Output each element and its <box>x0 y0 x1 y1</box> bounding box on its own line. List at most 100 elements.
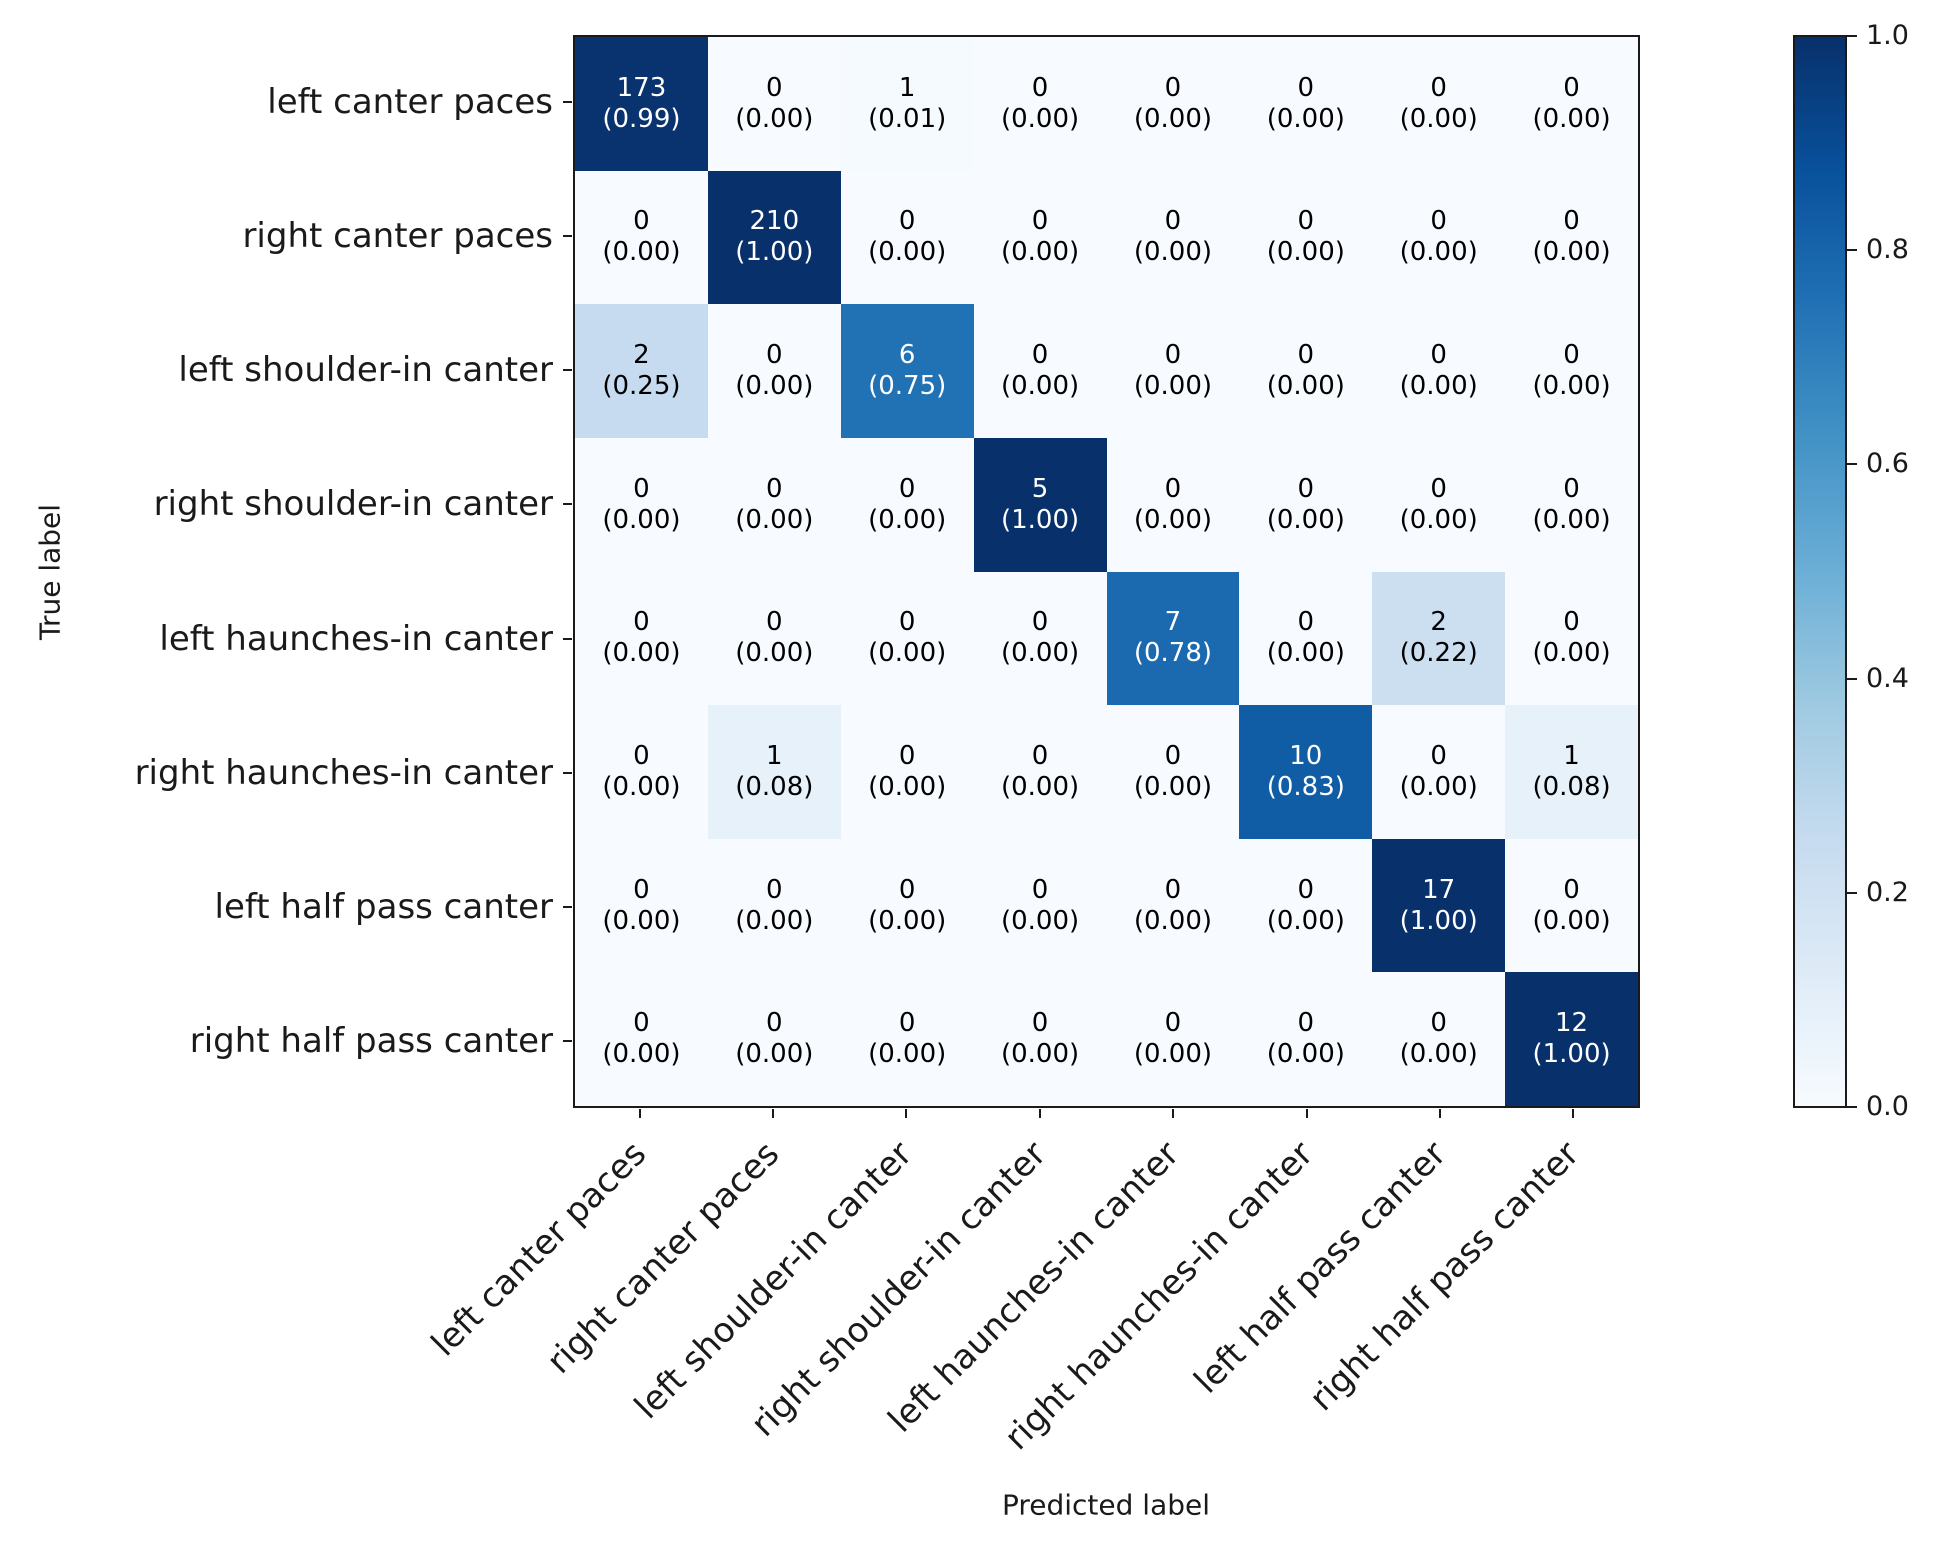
cell-proportion: (0.00) <box>1000 771 1080 802</box>
x-tick-mark <box>1038 1109 1041 1118</box>
cell-count: 5 <box>1031 473 1049 504</box>
cell-proportion: (0.00) <box>868 638 947 669</box>
cell-proportion: (1.00) <box>1000 504 1080 535</box>
cell-count: 0 <box>1164 874 1182 905</box>
cell-count: 0 <box>766 1008 783 1039</box>
heatmap-cell: 0 (0.00) <box>1106 838 1240 973</box>
cell-count: 0 <box>1031 874 1049 905</box>
cell-count: 0 <box>1164 473 1182 504</box>
cell-proportion: (0.00) <box>1000 1039 1080 1070</box>
colorbar-tick-mark <box>1847 249 1857 252</box>
cell-proportion: (0.00) <box>602 771 681 802</box>
y-tick-mark <box>563 637 572 640</box>
y-tick-mark <box>563 101 572 104</box>
heatmap-cell: 173 (0.99) <box>575 37 708 171</box>
heatmap-cell: 0 (0.00) <box>1372 37 1506 171</box>
cell-proportion: (0.00) <box>1532 237 1611 268</box>
x-tick-mark <box>1438 1109 1441 1118</box>
cell-count: 7 <box>1164 607 1182 638</box>
heatmap-cell: 5 (1.00) <box>973 437 1107 572</box>
heatmap-cell: 7 (0.78) <box>1106 571 1240 706</box>
cell-proportion: (1.00) <box>1399 905 1478 936</box>
cell-count: 0 <box>1563 206 1580 237</box>
heatmap-cell: 1 (0.08) <box>707 705 841 839</box>
cell-proportion: (0.00) <box>735 905 814 936</box>
cell-count: 0 <box>1430 206 1447 237</box>
heatmap-cell: 10 (0.83) <box>1239 705 1373 839</box>
cell-proportion: (0.00) <box>1266 504 1345 535</box>
cell-count: 0 <box>898 740 916 771</box>
cell-count: 0 <box>766 340 783 371</box>
heatmap-cell: 6 (0.75) <box>840 304 974 438</box>
heatmap-cell: 0 (0.00) <box>575 437 708 572</box>
colorbar-tick-label: 0.4 <box>1866 662 1909 694</box>
x-tick-mark <box>772 1109 775 1118</box>
cell-proportion: (0.00) <box>1532 638 1611 669</box>
cell-count: 1 <box>1563 740 1580 771</box>
cell-proportion: (0.00) <box>602 1039 681 1070</box>
heatmap-cell: 0 (0.00) <box>707 37 841 171</box>
cell-proportion: (0.99) <box>602 103 681 134</box>
cell-proportion: (0.00) <box>868 905 947 936</box>
heatmap-cell: 0 (0.00) <box>1106 37 1240 171</box>
colorbar-tick-mark <box>1847 677 1857 680</box>
cell-count: 0 <box>633 206 650 237</box>
cell-proportion: (0.00) <box>1266 371 1345 402</box>
heatmap-cell: 0 (0.00) <box>1372 705 1506 839</box>
x-tick-mark <box>1172 1109 1175 1118</box>
cell-count: 0 <box>766 607 783 638</box>
cell-proportion: (0.00) <box>735 371 814 402</box>
heatmap-cell: 2 (0.25) <box>575 304 708 438</box>
heatmap-cell: 12 (1.00) <box>1505 972 1638 1106</box>
cell-count: 0 <box>898 206 916 237</box>
heatmap-cell: 0 (0.00) <box>1505 437 1638 572</box>
x-tick-mark <box>638 1109 641 1118</box>
row-label: right shoulder-in canter <box>153 484 553 525</box>
cell-count: 17 <box>1422 874 1456 905</box>
cell-count: 0 <box>1297 1008 1315 1039</box>
heatmap-cell: 0 (0.00) <box>1239 37 1373 171</box>
heatmap-cell: 0 (0.00) <box>973 705 1107 839</box>
row-label: left half pass canter <box>214 886 553 927</box>
heatmap-cell: 0 (0.00) <box>973 571 1107 706</box>
cell-proportion: (0.00) <box>1399 103 1478 134</box>
heatmap-cell: 0 (0.00) <box>840 972 974 1106</box>
cell-proportion: (0.00) <box>868 504 947 535</box>
cell-proportion: (0.00) <box>1399 771 1478 802</box>
row-label: left shoulder-in canter <box>178 350 553 391</box>
heatmap-cell: 0 (0.00) <box>840 170 974 305</box>
cell-count: 0 <box>1031 1008 1049 1039</box>
cell-proportion: (0.00) <box>1399 237 1478 268</box>
cell-proportion: (0.78) <box>1133 638 1213 669</box>
heatmap-cell: 0 (0.00) <box>1505 37 1638 171</box>
cell-proportion: (0.00) <box>1399 371 1478 402</box>
cell-proportion: (0.00) <box>1133 103 1213 134</box>
heatmap-cell: 0 (0.00) <box>973 37 1107 171</box>
heatmap-cell: 2 (0.22) <box>1372 571 1506 706</box>
heatmap-cell: 1 (0.01) <box>840 37 974 171</box>
heatmap-cell: 1 (0.08) <box>1505 705 1638 839</box>
cell-count: 0 <box>898 473 916 504</box>
heatmap-grid: 173 (0.99) 0 (0.00) 1 (0.01) 0 (0.00) 0 (0.00) 0 (0… <box>573 35 1640 1108</box>
heatmap-cell: 0 (0.00) <box>575 972 708 1106</box>
y-tick-mark <box>563 235 572 238</box>
cell-count: 2 <box>633 340 650 371</box>
cell-count: 0 <box>898 1008 916 1039</box>
cell-count: 0 <box>1430 473 1447 504</box>
heatmap-cell: 0 (0.00) <box>973 838 1107 973</box>
cell-count: 0 <box>1031 340 1049 371</box>
cell-count: 0 <box>633 1008 650 1039</box>
cell-count: 0 <box>1031 607 1049 638</box>
cell-proportion: (0.00) <box>1133 504 1213 535</box>
cell-count: 0 <box>633 473 650 504</box>
cell-count: 0 <box>1297 206 1315 237</box>
cell-count: 2 <box>1430 607 1447 638</box>
cell-proportion: (0.00) <box>1532 504 1611 535</box>
heatmap-cell: 0 (0.00) <box>707 838 841 973</box>
cell-proportion: (0.83) <box>1266 771 1345 802</box>
cell-proportion: (0.00) <box>735 504 814 535</box>
cell-proportion: (0.25) <box>602 371 681 402</box>
cell-proportion: (0.00) <box>1000 371 1080 402</box>
colorbar-tick-label: 1.0 <box>1866 20 1909 51</box>
cell-count: 12 <box>1555 1008 1589 1039</box>
